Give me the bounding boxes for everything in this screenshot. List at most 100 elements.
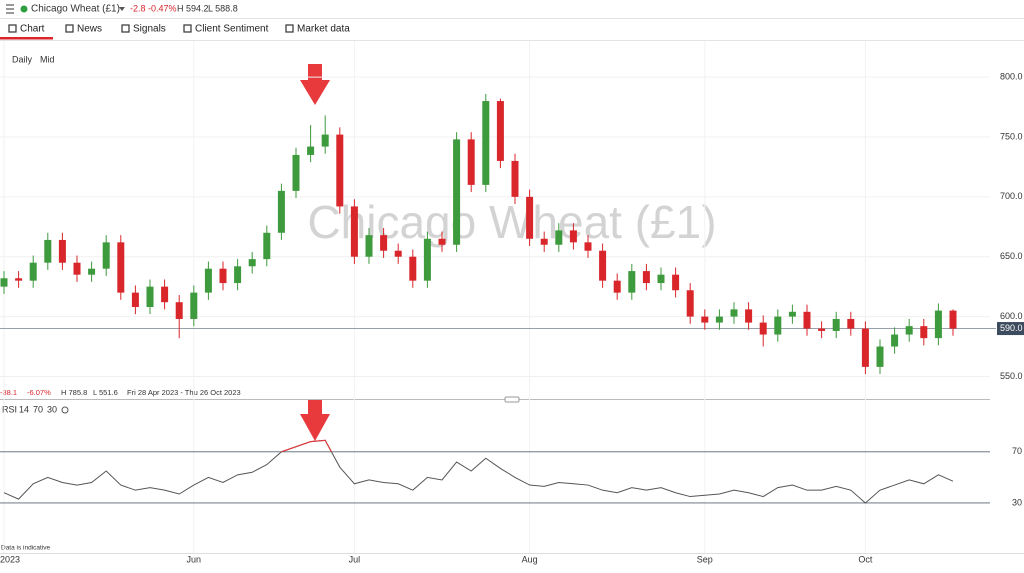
- pane-resize-handle[interactable]: [504, 396, 520, 403]
- candle-body: [58, 239, 66, 263]
- candle-body: [248, 259, 256, 267]
- status-dot: [20, 5, 28, 13]
- candle-body: [642, 271, 650, 284]
- change: -2.8: [130, 3, 146, 13]
- candle-body: [949, 310, 957, 329]
- candle-body: [131, 292, 139, 308]
- candle-body: [745, 309, 753, 323]
- candle-body: [496, 101, 504, 161]
- instrument-name[interactable]: Chicago Wheat (£1): [31, 4, 120, 15]
- y-tick-label: 70: [1012, 446, 1022, 456]
- candle-body: [657, 274, 665, 284]
- interval[interactable]: Daily: [12, 54, 33, 64]
- candle-body: [44, 239, 52, 263]
- rsi-upper: 70: [33, 404, 43, 414]
- candle-body: [146, 286, 154, 308]
- tab-icon[interactable]: [285, 24, 294, 33]
- candle-body: [584, 242, 592, 251]
- candle-body: [818, 328, 826, 331]
- tab-bar: Chart News Signals Client Sentiment Market d…: [8, 24, 350, 35]
- rsi-period: 14: [19, 404, 29, 414]
- candle-body: [701, 316, 709, 323]
- y-tick-label: 30: [1012, 497, 1022, 507]
- tab[interactable]: Signals: [133, 24, 166, 35]
- header-bar: [0, 0, 1024, 18]
- period-high: H 785.8: [61, 388, 87, 397]
- candle-body: [715, 316, 723, 323]
- tab[interactable]: Market data: [297, 24, 350, 35]
- period-change: -38.1: [0, 388, 17, 397]
- y-tick-label: 750.0: [1000, 131, 1023, 141]
- candle-body: [102, 242, 110, 269]
- price-type[interactable]: Mid: [40, 54, 55, 64]
- day-low: L 588.8: [208, 3, 238, 13]
- candle-body: [759, 322, 767, 335]
- last-price-label: 590.0: [1000, 323, 1023, 333]
- tab-icon[interactable]: [65, 24, 74, 33]
- candle-body: [482, 101, 490, 185]
- x-tick-label: Jul: [349, 554, 361, 564]
- candle-body: [599, 250, 607, 281]
- candle-body: [307, 146, 315, 155]
- settings-icon[interactable]: [61, 406, 69, 414]
- candle-body: [277, 190, 285, 233]
- tab-icon[interactable]: [8, 24, 17, 33]
- tab[interactable]: Chart: [20, 24, 45, 35]
- candle-body: [672, 274, 680, 291]
- candle-body: [511, 160, 519, 197]
- annotation-arrow: [300, 64, 330, 105]
- candle-body: [117, 242, 125, 293]
- candle-body: [350, 206, 358, 257]
- candle-body: [847, 318, 855, 329]
- rsi-line: [3, 439, 954, 504]
- x-tick-label: 2023: [0, 554, 20, 564]
- menu-icon[interactable]: [6, 4, 14, 14]
- last-price-badge: [997, 322, 1024, 336]
- y-tick-label: 700.0: [1000, 191, 1023, 201]
- x-tick-label: Oct: [858, 554, 873, 564]
- candle-body: [861, 328, 869, 367]
- footnote: Data is indicative: [1, 545, 51, 552]
- candle-body: [190, 292, 198, 319]
- candle-body: [73, 262, 81, 275]
- period-range: Fri 28 Apr 2023 - Thu 26 Oct 2023: [127, 388, 241, 397]
- candle-body: [934, 310, 942, 339]
- tab[interactable]: Client Sentiment: [195, 24, 269, 35]
- candle-body: [438, 238, 446, 245]
- candle-body: [613, 280, 621, 293]
- tab[interactable]: News: [77, 24, 102, 35]
- tab-icon[interactable]: [121, 24, 130, 33]
- dropdown[interactable]: [119, 7, 125, 11]
- day-high: H 594.2: [177, 3, 209, 13]
- candle-body: [526, 196, 534, 239]
- rsi-overbought: [280, 439, 333, 452]
- candle-body: [774, 316, 782, 335]
- candle-body: [394, 250, 402, 257]
- candle-body: [628, 271, 636, 293]
- candle-body: [730, 309, 738, 317]
- candle-body: [234, 266, 242, 284]
- candle-body: [905, 326, 913, 335]
- candle-body: [0, 278, 8, 287]
- candle-body: [876, 346, 884, 367]
- candle-body: [292, 154, 300, 191]
- annotation-arrow: [300, 400, 330, 441]
- candle-body: [803, 311, 811, 329]
- candle-body: [175, 302, 183, 319]
- candle-body: [365, 235, 373, 257]
- candle-body: [891, 334, 899, 347]
- tab-icon[interactable]: [183, 24, 192, 33]
- candle-body: [832, 318, 840, 331]
- candle-body: [161, 286, 169, 303]
- candle-body: [409, 256, 417, 281]
- change-pct: -0.47%: [148, 3, 177, 13]
- period-change-pct: -6.07%: [27, 388, 51, 397]
- candle-body: [423, 238, 431, 281]
- candle-body: [920, 326, 928, 339]
- y-tick-label: 600.0: [1000, 311, 1023, 321]
- watermark: Chicago Wheat (£1): [307, 196, 716, 248]
- candle-body: [788, 311, 796, 317]
- y-tick-label: 800.0: [1000, 71, 1023, 81]
- candle-body: [569, 230, 577, 243]
